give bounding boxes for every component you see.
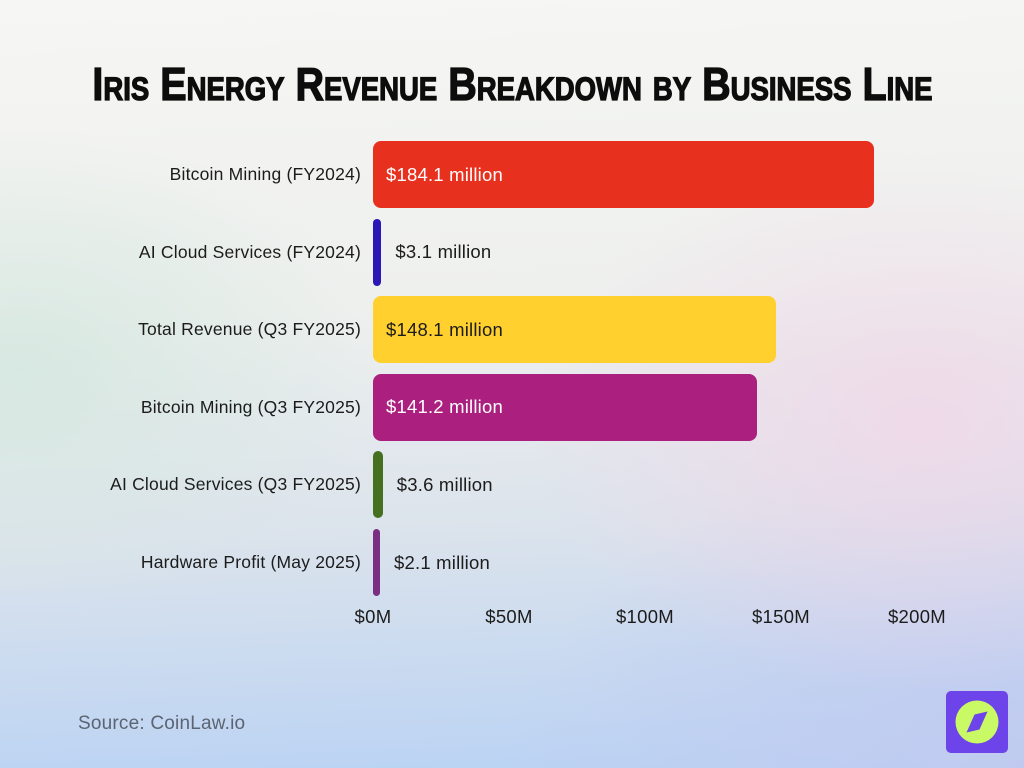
category-label: AI Cloud Services (Q3 FY2025) (110, 474, 361, 495)
category-label: Bitcoin Mining (Q3 FY2025) (140, 396, 361, 417)
x-axis-tick: $0M (354, 606, 392, 627)
bar: $148.1 million (373, 296, 776, 364)
bar (373, 218, 382, 286)
value-label: $3.1 million (395, 241, 492, 263)
category-label: Hardware Profit (May 2025) (140, 552, 361, 572)
value-label: $148.1 million (386, 318, 503, 340)
value-label: $2.1 million (394, 551, 490, 573)
value-label: $141.2 million (386, 396, 503, 418)
bar (373, 451, 383, 519)
category-label: Bitcoin Mining (FY2024) (169, 164, 361, 184)
category-label: Total Revenue (Q3 FY2025) (138, 319, 361, 340)
x-axis-tick: $100M (615, 606, 675, 627)
chart-row: Total Revenue (Q3 FY2025) $148.1 million (0, 296, 1024, 364)
bar: $184.1 million (373, 141, 874, 208)
chart-row: Bitcoin Mining (Q3 FY2025) $141.2 million (0, 373, 1024, 441)
chart-row: Bitcoin Mining (FY2024) $184.1 million (0, 141, 1024, 208)
x-axis: $0M $50M $100M $150M $200M (0, 606, 1024, 632)
bar (373, 529, 380, 596)
compass-icon (946, 691, 1008, 753)
x-axis-tick: $150M (751, 606, 811, 627)
x-axis-tick: $50M (485, 606, 533, 627)
chart-row: Hardware Profit (May 2025) $2.1 million (0, 529, 1024, 596)
chart-title: Iris Energy Revenue Breakdown by Busines… (0, 57, 1024, 111)
source-attribution: Source: CoinLaw.io (78, 713, 246, 734)
coinlaw-logo (946, 691, 1008, 753)
value-label: $184.1 million (386, 163, 503, 185)
value-label: $3.6 million (396, 473, 493, 495)
bar: $141.2 million (373, 373, 758, 441)
chart-row: AI Cloud Services (Q3 FY2025) $3.6 millio… (0, 451, 1024, 519)
x-axis-tick: $200M (887, 606, 947, 627)
chart-title-text: Iris Energy Revenue Breakdown by Busines… (91, 57, 933, 110)
chart-row: AI Cloud Services (FY2024) $3.1 million (0, 218, 1024, 286)
category-label: AI Cloud Services (FY2024) (138, 241, 361, 262)
